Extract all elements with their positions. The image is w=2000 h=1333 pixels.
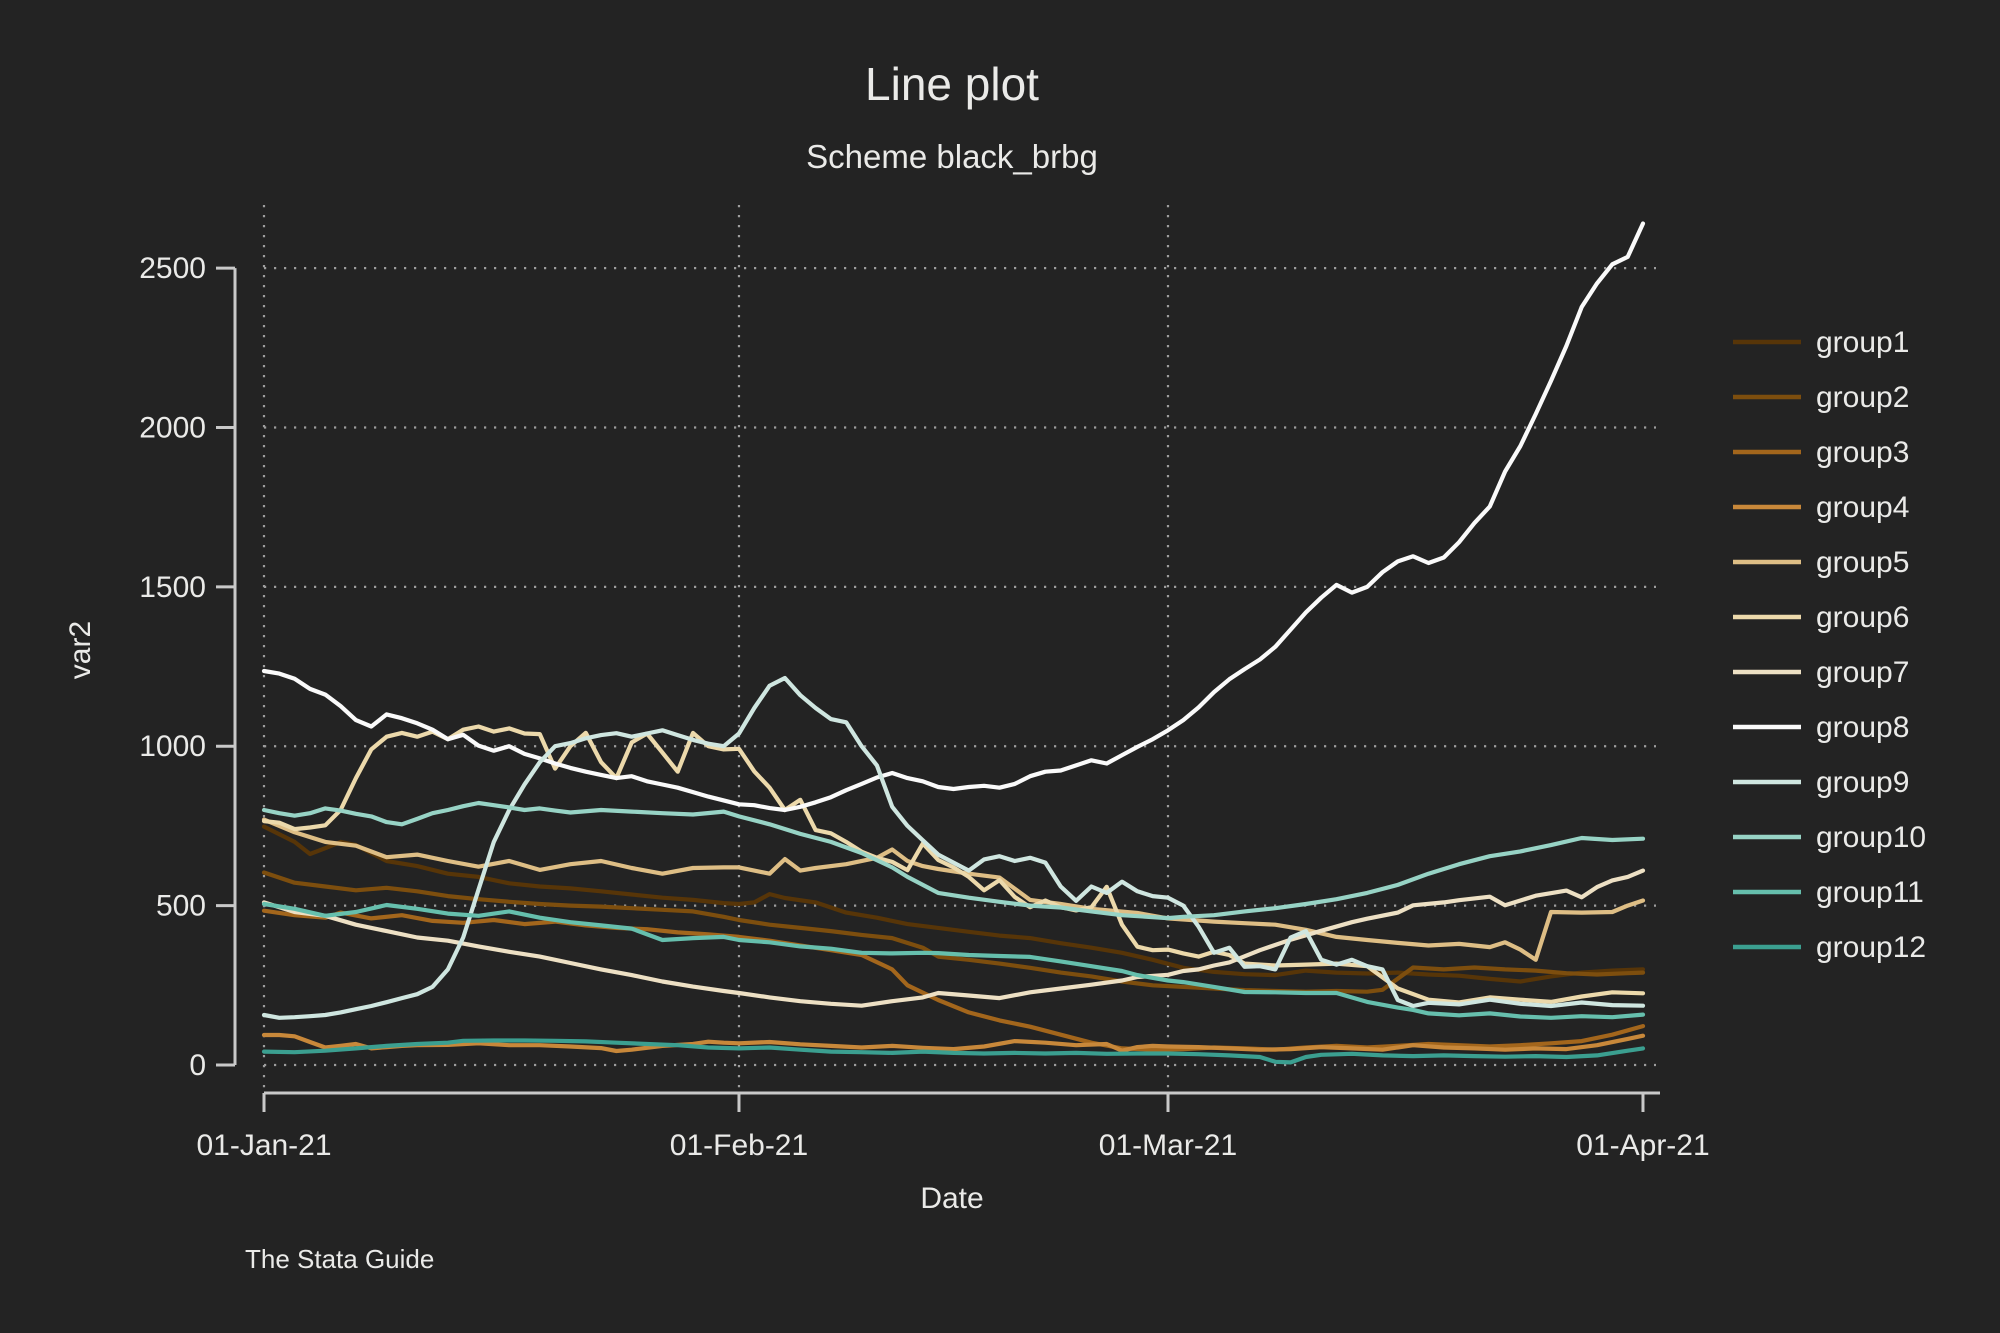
legend-label-group11: group11 [1816,876,1924,909]
legend-label-group1: group1 [1816,326,1909,359]
x-tick-label-0: 01-Jan-21 [196,1129,331,1162]
y-tick-label-2000: 2000 [139,411,206,444]
legend: group1 group2 group3 group4 group5 group6 grou… [1733,326,1926,964]
series-line-group5 [261,817,1646,962]
y-axis-tick-labels: 0 500 1000 1500 2000 2500 [139,252,206,1082]
y-tick-label-500: 500 [156,890,206,923]
y-tick-label-0: 0 [189,1049,206,1082]
x-axis-tick-labels: 01-Jan-21 01-Feb-21 01-Mar-21 01-Apr-21 [196,1129,1709,1162]
x-tick-label-1: 01-Feb-21 [670,1129,808,1162]
y-tick-label-1000: 1000 [139,730,206,763]
series-line-group12 [261,1038,1646,1065]
legend-label-group2: group2 [1816,381,1909,414]
x-tick-label-2: 01-Mar-21 [1099,1129,1237,1162]
x-axis-title: Date [920,1182,983,1215]
legend-label-group9: group9 [1816,766,1909,799]
x-tick-label-3: 01-Apr-21 [1576,1129,1709,1162]
legend-label-group7: group7 [1816,656,1909,689]
series-line-group7 [261,868,1646,1008]
legend-label-group12: group12 [1816,931,1926,964]
y-tick-label-1500: 1500 [139,571,206,604]
chart-title: Line plot [865,58,1039,110]
watermark: The Stata Guide [245,1244,434,1274]
series-line-group11 [261,901,1646,1020]
legend-label-group10: group10 [1816,821,1926,854]
series-lines [261,221,1646,1065]
series-line-group10 [261,800,1646,921]
series-line-group6 [261,724,1646,1005]
y-axis-title: var2 [64,621,97,679]
chart-subtitle: Scheme black_brbg [806,138,1098,175]
series-line-group8 [261,221,1646,813]
series-line-group2 [261,870,1646,994]
series-line-group1 [261,824,1646,984]
series-line-group9 [261,675,1646,1020]
legend-label-group5: group5 [1816,546,1909,579]
legend-label-group8: group8 [1816,711,1909,744]
axes [216,266,1660,1112]
legend-label-group3: group3 [1816,436,1909,469]
y-tick-label-2500: 2500 [139,252,206,285]
legend-label-group4: group4 [1816,491,1909,524]
legend-label-group6: group6 [1816,601,1909,634]
